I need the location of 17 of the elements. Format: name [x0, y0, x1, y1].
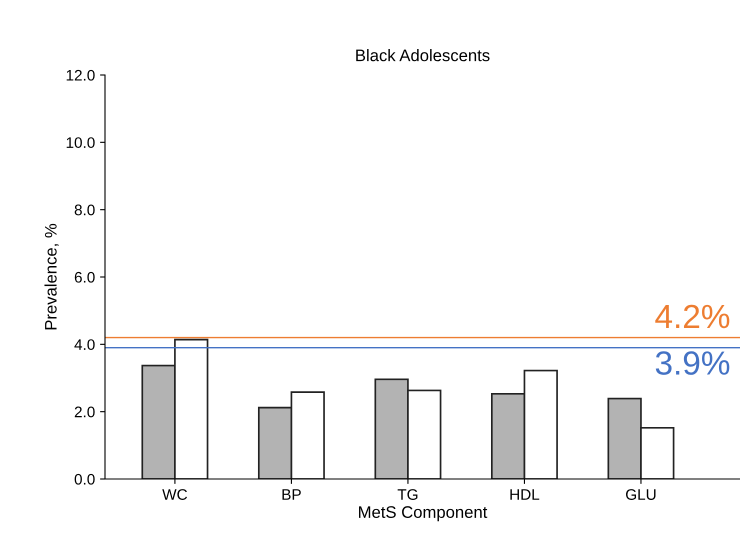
ref-line-label: 3.9% [656, 351, 730, 375]
x-tick-label: HDL [510, 489, 540, 500]
x-axis-title: MetS Component [359, 506, 488, 522]
x-tick-label: BP [282, 489, 301, 500]
y-tick-label: 10.0 [66, 137, 95, 148]
y-axis-title: Prevalence, % [44, 224, 59, 330]
y-tick-label: 0.0 [74, 474, 95, 485]
x-tick-label: TG [398, 489, 418, 500]
x-tick-label: WC [162, 489, 188, 500]
y-tick-label: 12.0 [66, 70, 95, 81]
x-tick-label: GLU [626, 489, 656, 500]
y-tick-label: 6.0 [74, 272, 95, 283]
ref-line-label: 4.2% [655, 304, 730, 328]
y-tick-label: 8.0 [74, 204, 95, 216]
y-tick-label: 4.0 [74, 339, 95, 350]
y-tick-label: 2.0 [74, 406, 95, 418]
chart-title: Black Adolescents [356, 49, 490, 62]
